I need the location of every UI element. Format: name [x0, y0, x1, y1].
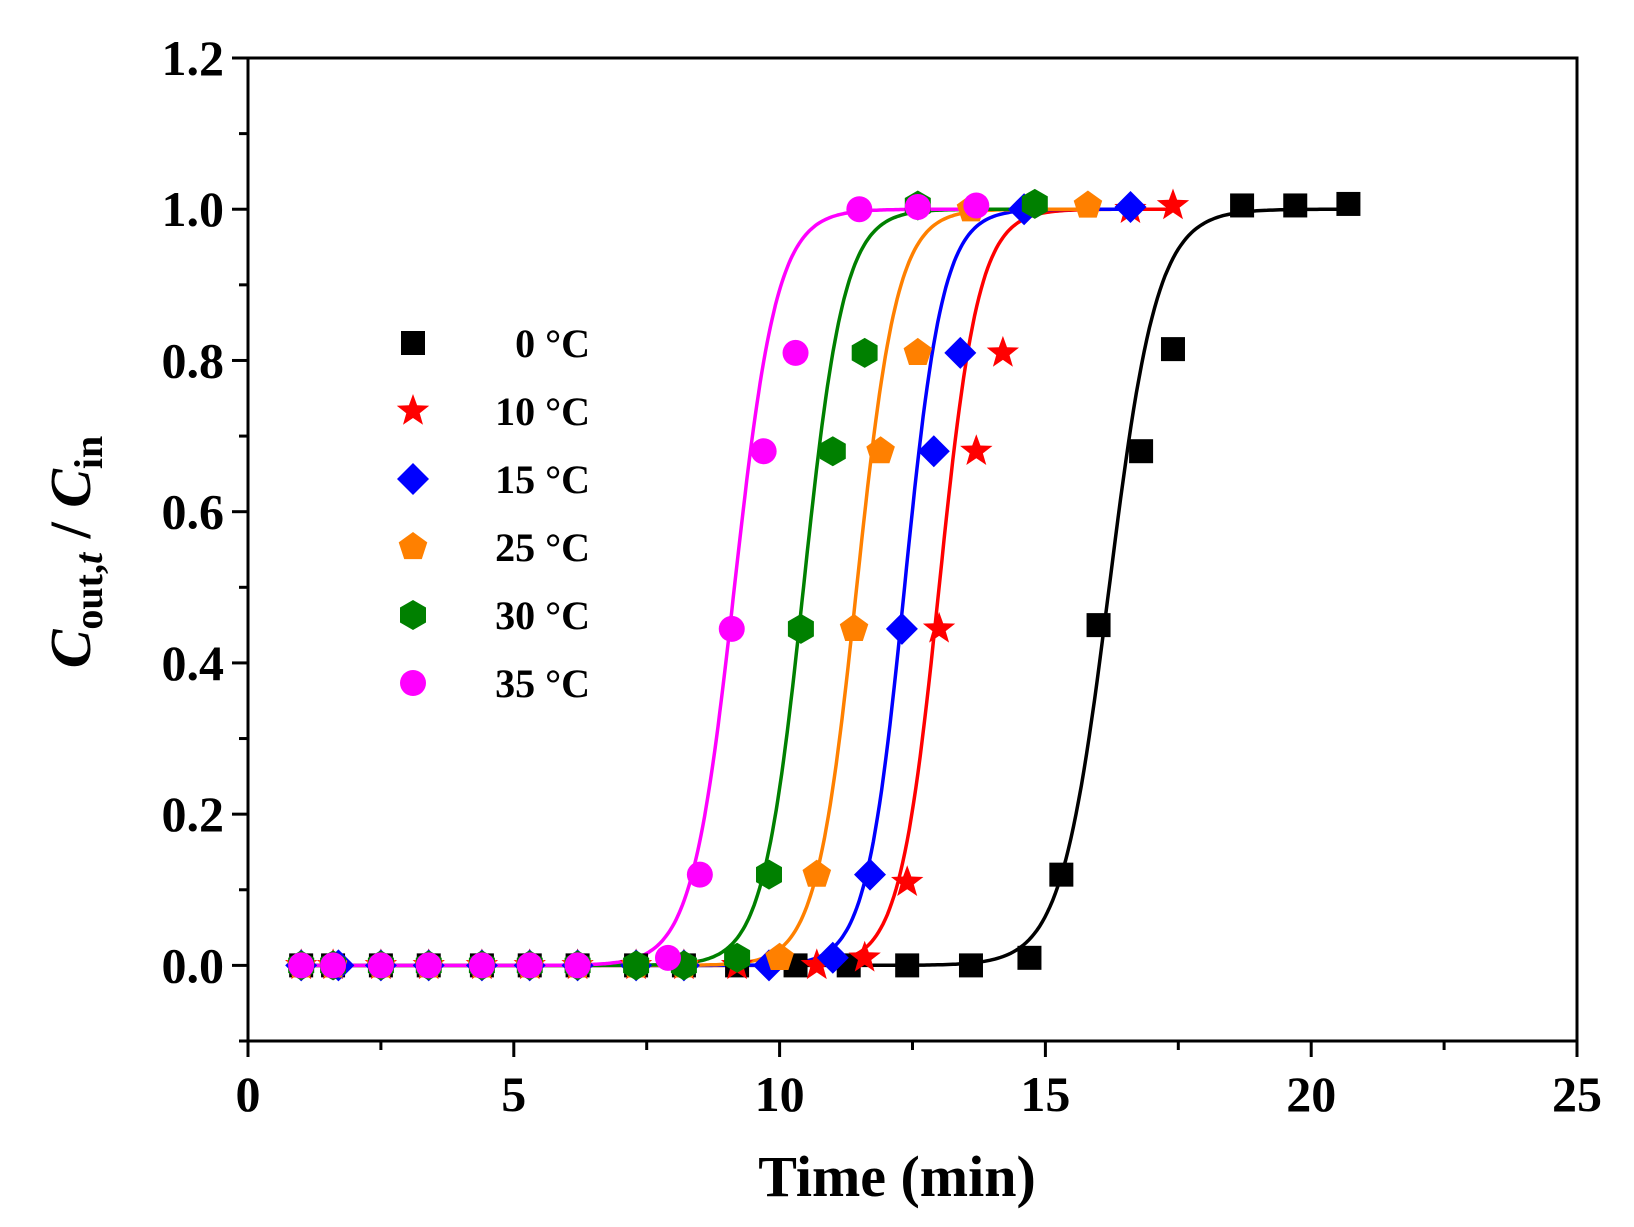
data-point	[960, 434, 993, 465]
data-point	[787, 613, 814, 644]
legend-label: 15 °C	[495, 457, 590, 502]
y-tick-label: 0.0	[162, 937, 225, 993]
data-point	[848, 940, 881, 972]
x-tick-labels: 0 5 10 15 20 25	[236, 1066, 1603, 1122]
legend-marker	[398, 532, 428, 560]
legend-marker	[400, 600, 426, 630]
data-point	[1283, 193, 1308, 218]
legend-marker	[400, 670, 426, 696]
data-point	[623, 950, 650, 981]
data-point	[922, 611, 956, 643]
data-point	[854, 858, 886, 891]
data-point	[320, 952, 347, 979]
data-point	[1049, 862, 1074, 887]
y-axis-title-sep: /	[38, 508, 103, 553]
x-axis-title: Time (min)	[758, 1144, 1036, 1209]
y-tick-label: 1.2	[162, 30, 225, 86]
data-point	[765, 942, 794, 970]
data-point	[917, 435, 950, 468]
data-points	[285, 188, 1361, 982]
x-tick-label: 25	[1552, 1066, 1602, 1122]
data-point	[415, 952, 442, 979]
legend-label: 10 °C	[495, 389, 590, 434]
y-axis-title: Cout,t / Cin	[38, 436, 111, 669]
legend-label: 0 °C	[515, 321, 590, 366]
data-point	[1129, 439, 1154, 464]
data-point	[782, 339, 809, 366]
legend-label: 30 °C	[495, 593, 590, 638]
data-point	[1114, 191, 1147, 223]
data-point	[958, 953, 983, 978]
legend: 0 °C 10 °C 15 °C 25 °C 30 °C 35 °C	[396, 321, 590, 706]
y-axis-title-sub1-t: t	[66, 551, 111, 564]
y-tick-label: 0.2	[162, 786, 225, 842]
data-point	[986, 335, 1019, 367]
data-point	[800, 948, 833, 980]
y-axis-title-c1: C	[38, 628, 103, 668]
data-point	[724, 942, 751, 973]
data-point	[1086, 613, 1111, 638]
data-point	[802, 859, 832, 887]
data-point	[1336, 191, 1361, 216]
fit-curve	[301, 207, 977, 968]
data-point	[367, 952, 394, 979]
data-point	[654, 944, 681, 971]
legend-marker	[401, 331, 425, 355]
data-point	[1017, 945, 1042, 970]
legend-marker	[396, 394, 430, 425]
legend-label: 35 °C	[495, 661, 590, 706]
y-tick-label: 0.6	[162, 484, 225, 540]
y-tick-label: 1.0	[162, 181, 225, 237]
data-point	[516, 952, 543, 979]
y-axis-title-sub2: in	[66, 436, 111, 469]
data-point	[686, 861, 713, 888]
data-point	[1230, 193, 1255, 218]
data-point	[963, 192, 990, 219]
fit-curve	[301, 207, 1035, 968]
data-point	[1021, 188, 1048, 219]
data-point	[718, 615, 745, 642]
data-point	[903, 337, 933, 365]
y-tick-label: 0.8	[162, 332, 225, 388]
fit-curve	[301, 207, 1088, 968]
data-point	[891, 865, 924, 896]
data-point	[750, 438, 777, 465]
fit-curves	[301, 207, 1349, 968]
x-tick-label: 20	[1286, 1066, 1336, 1122]
x-tick-label: 5	[501, 1066, 526, 1122]
data-point	[839, 613, 869, 641]
data-point	[851, 337, 878, 368]
data-point	[756, 859, 782, 890]
data-point	[885, 612, 918, 645]
data-point	[846, 196, 873, 223]
axis-ticks	[232, 56, 1579, 1057]
fit-curve	[301, 207, 1131, 968]
x-tick-label: 0	[236, 1066, 261, 1122]
data-point	[904, 193, 931, 220]
legend-marker	[397, 463, 429, 495]
data-point	[1160, 337, 1185, 362]
x-tick-label: 15	[1020, 1066, 1070, 1122]
x-tick-label: 10	[755, 1066, 805, 1122]
data-point	[944, 336, 977, 369]
legend-label: 25 °C	[495, 525, 590, 570]
y-tick-label: 0.4	[162, 635, 225, 691]
data-point	[468, 952, 495, 979]
fit-curve	[301, 207, 1349, 968]
data-point	[288, 952, 315, 979]
data-point	[1073, 190, 1103, 218]
y-axis-title-sub1: out,	[66, 564, 111, 630]
data-point	[819, 436, 846, 467]
data-point	[816, 941, 849, 974]
data-point	[895, 953, 920, 978]
fit-curve	[301, 207, 1173, 968]
y-axis-title-c2: C	[38, 468, 103, 508]
y-tick-labels: 0.0 0.2 0.4 0.6 0.8 1.0 1.2	[162, 30, 225, 993]
data-point	[564, 952, 591, 979]
data-point	[866, 436, 895, 464]
data-point	[1156, 188, 1190, 220]
